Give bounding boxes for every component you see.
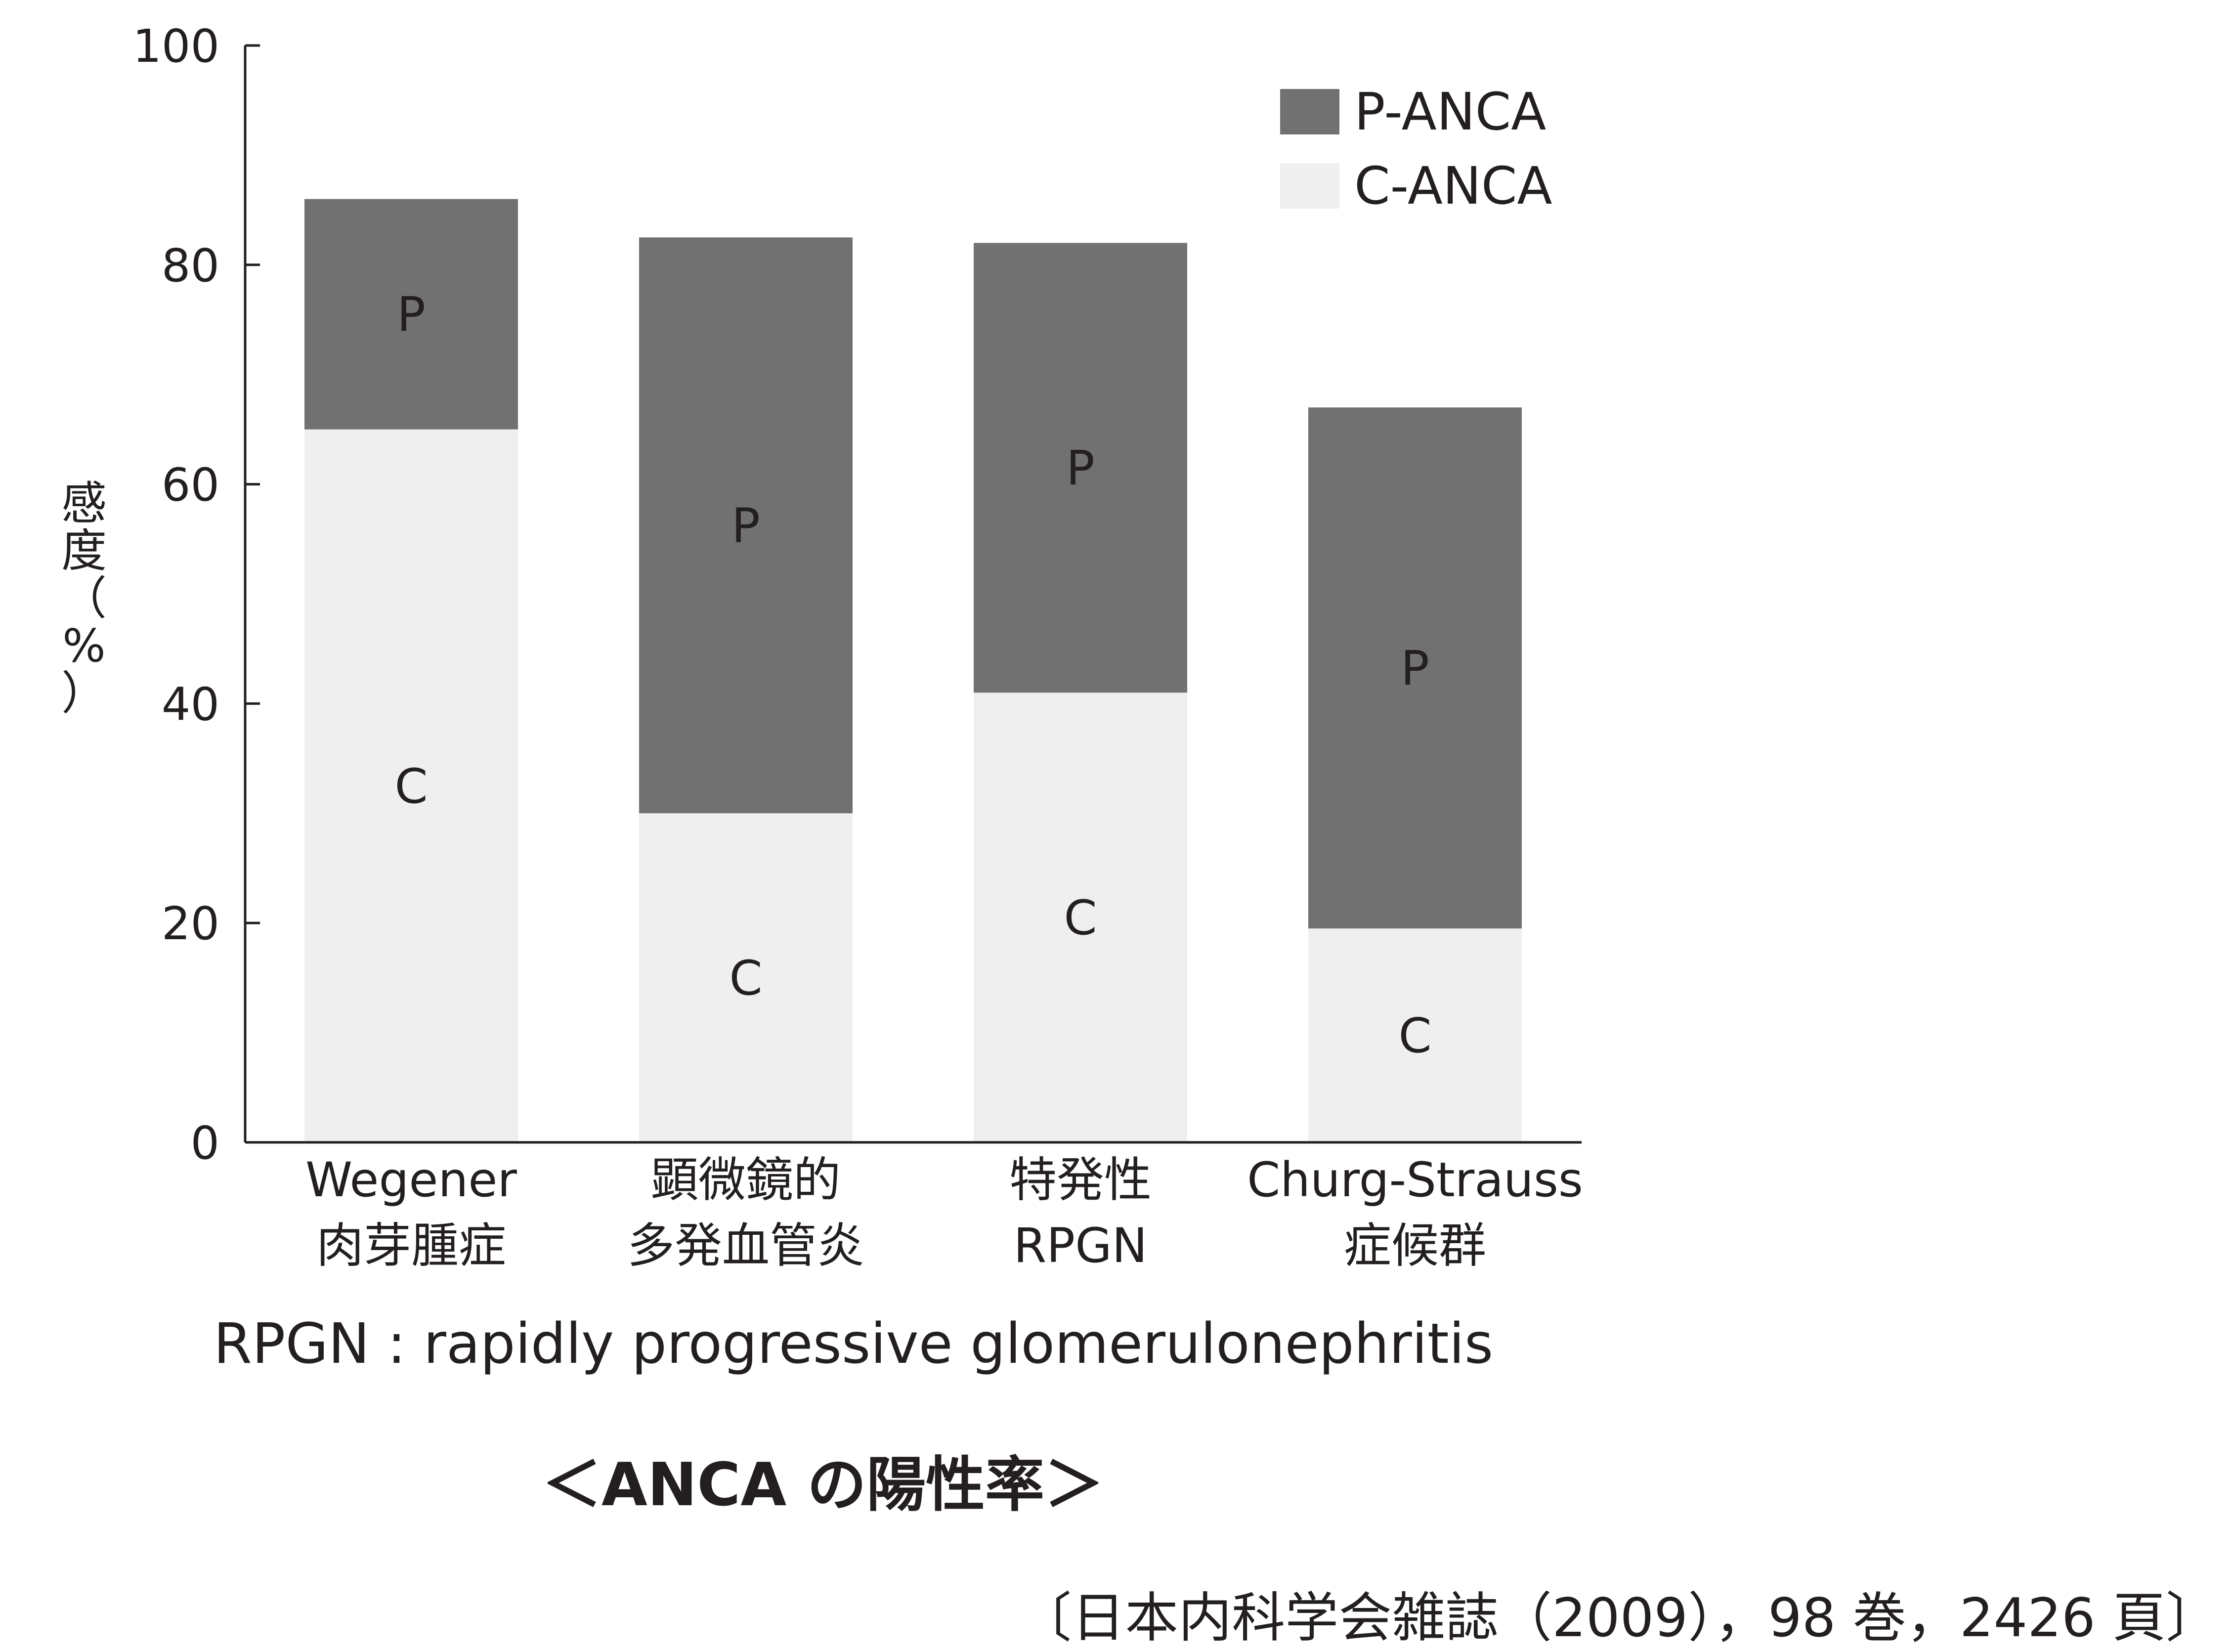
segment-label-c-4: C <box>1398 1008 1431 1064</box>
bar-p-4 <box>1308 407 1522 929</box>
bar-c-4 <box>1308 928 1522 1142</box>
y-axis-label-char-1: 感 <box>61 477 107 530</box>
category-label-4-line-1: Churg-Strauss <box>1247 1152 1583 1208</box>
y-tick-label-40: 40 <box>162 678 219 731</box>
bar-p-3 <box>974 243 1187 693</box>
segment-label-p-3: P <box>1066 440 1095 496</box>
y-tick-label-60: 60 <box>162 459 219 512</box>
y-tick-label-20: 20 <box>162 897 219 950</box>
anca-chart: C P C P C P C P 0 20 40 60 80 100 Wegener 肉芽腫症 顕微鏡的多発血… <box>61 20 1583 1273</box>
legend-swatch-p <box>1280 89 1339 134</box>
bars-layer: C P C P C P C P <box>304 199 1522 1142</box>
segment-label-p-1: P <box>397 287 426 343</box>
y-axis-label-char-4: % <box>62 619 105 672</box>
y-tick-label-0: 0 <box>190 1117 219 1170</box>
category-label-4-line-2: 症候群 <box>1344 1218 1486 1273</box>
y-axis-label-char-2: 度 <box>61 524 107 577</box>
bar-c-2 <box>639 813 853 1142</box>
y-tick-label-100: 100 <box>132 20 219 73</box>
category-label-1-line-2: 肉芽腫症 <box>316 1218 506 1273</box>
category-label-3-line-1: 特発性 <box>1009 1152 1152 1208</box>
bar-c-3 <box>974 693 1187 1142</box>
y-tick-label-80: 80 <box>162 239 219 292</box>
segment-label-c-3: C <box>1064 890 1097 946</box>
bar-p-1 <box>304 199 518 430</box>
category-label-2-line-1: 顕微鏡的 <box>651 1152 841 1208</box>
legend-label-c: C-ANCA <box>1354 156 1552 216</box>
segment-label-c-1: C <box>394 759 428 814</box>
source-citation: 〔日本内科学会雑誌（2009），98 巻，2426 頁〕 <box>1018 1587 2219 1649</box>
legend-swatch-c <box>1280 163 1339 209</box>
segment-label-p-2: P <box>731 498 760 554</box>
y-axis-label-char-3: （ <box>61 572 107 625</box>
y-axis-label: 感度（%） <box>61 477 107 720</box>
figure-title: ＜ANCA の陽性率＞ <box>542 1451 1104 1520</box>
bar-p-2 <box>639 237 853 814</box>
category-label-3-line-2: RPGN <box>1014 1218 1148 1273</box>
legend: P-ANCA C-ANCA <box>1280 82 1552 216</box>
segment-label-p-4: P <box>1401 641 1429 696</box>
bar-c-1 <box>304 429 518 1142</box>
axes-layer: 0 20 40 60 80 100 <box>132 20 1582 1170</box>
category-label-1-line-1: Wegener <box>305 1152 517 1208</box>
abbreviation-note: RPGN : rapidly progressive glomeruloneph… <box>214 1312 1494 1376</box>
segment-label-c-2: C <box>729 951 762 1006</box>
legend-label-p: P-ANCA <box>1354 82 1546 142</box>
category-label-2-line-2: 多発血管炎 <box>627 1218 864 1273</box>
y-axis-label-char-5: ） <box>61 667 107 720</box>
